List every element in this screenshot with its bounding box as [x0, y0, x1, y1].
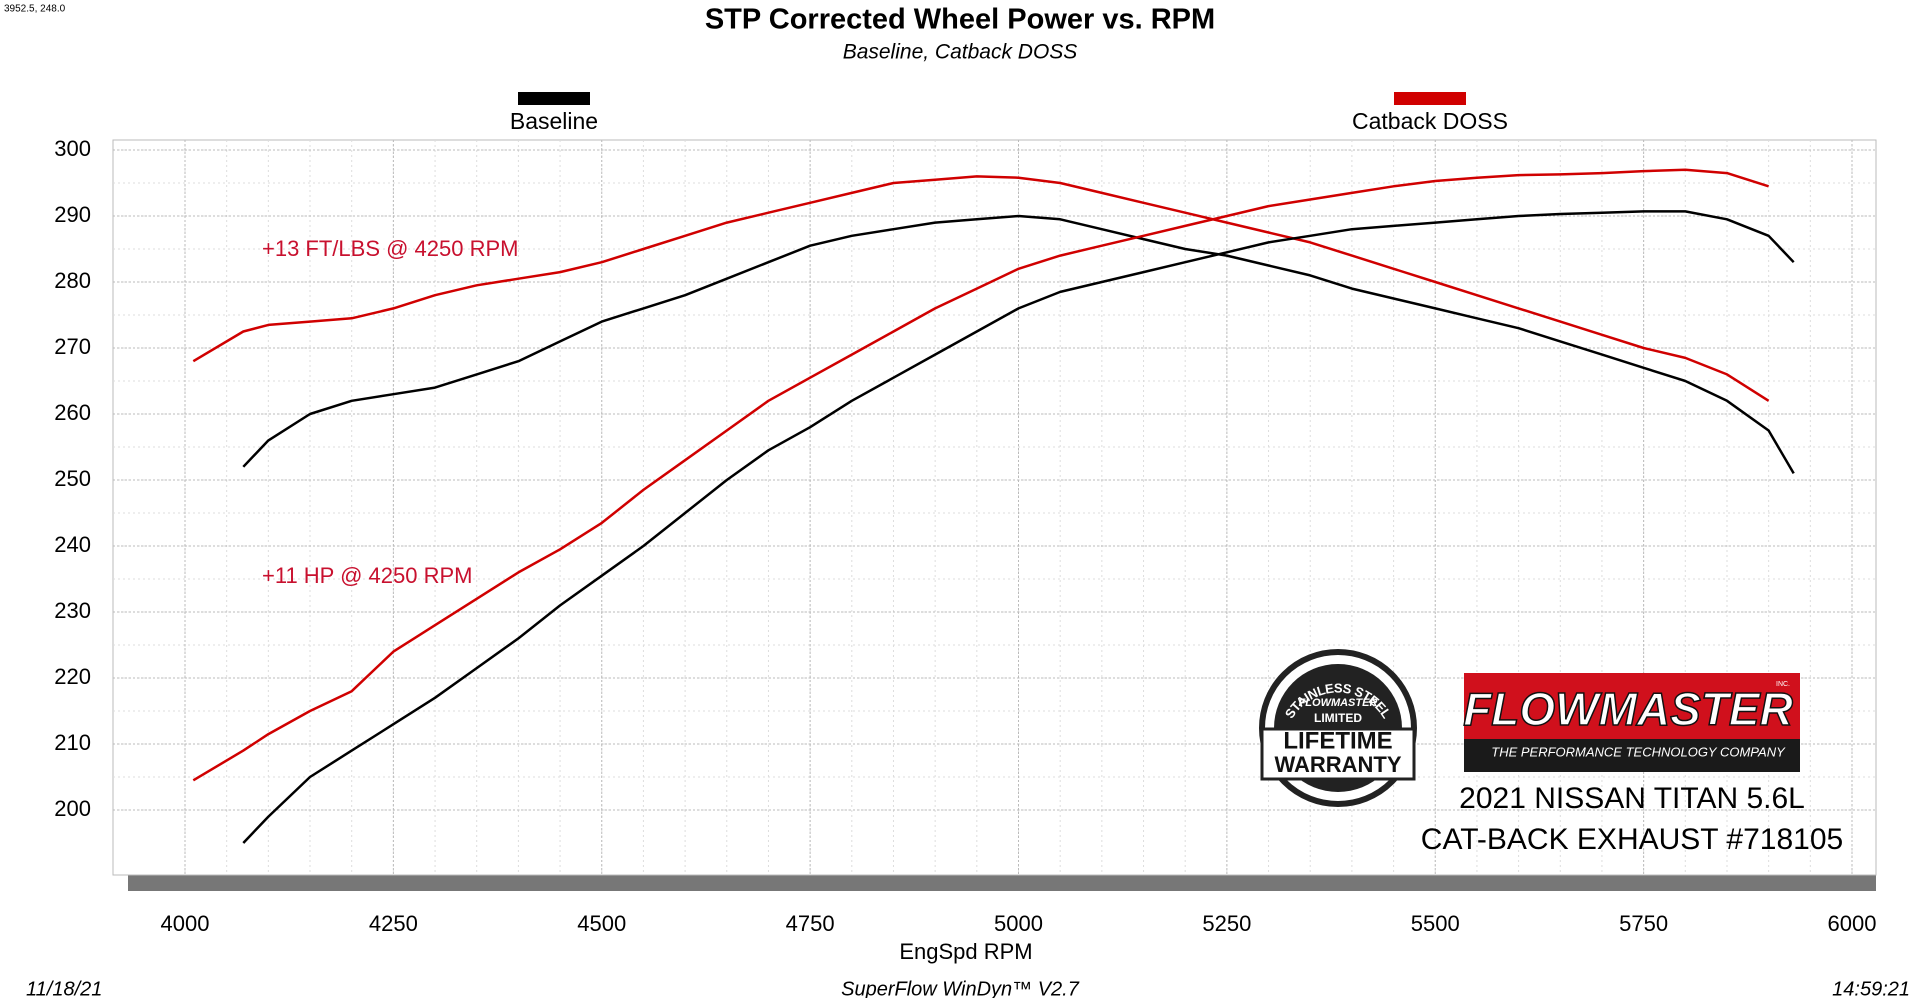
footer-software: SuperFlow WinDyn™ V2.7 [841, 978, 1080, 998]
y-tick-label: 230 [54, 598, 91, 623]
readout: 3952.5, 248.0 [4, 4, 66, 15]
lines [192, 168, 1795, 844]
x-tick-label: 4500 [577, 911, 626, 936]
product: CAT-BACK EXHAUST #718105 [1421, 823, 1843, 856]
logo-red [1464, 673, 1800, 739]
legend-swatch [518, 92, 590, 105]
x-tick-label: 5250 [1202, 911, 1251, 936]
footer-time: 14:59:21 [1832, 978, 1910, 998]
x-tick-label: 4250 [369, 911, 418, 936]
y-tick-label: 220 [54, 664, 91, 689]
legend: Baseline Catback DOSS [510, 92, 1508, 134]
x-axis: 4000 4250 4500 4750 5000 5250 5500 5750 6000 [161, 911, 1877, 936]
y-axis: 200 210 220 230 240 250 260 270 280 290 300 [54, 136, 91, 821]
y-tick-label: 200 [54, 796, 91, 821]
legend-label: Baseline [510, 108, 598, 134]
chart-subtitle: Baseline, Catback DOSS [843, 41, 1078, 64]
chart-title: STP Corrected Wheel Power vs. RPM [705, 4, 1215, 36]
x-tick-label: 5750 [1619, 911, 1668, 936]
legend-label: Catback DOSS [1352, 108, 1508, 134]
warranty-badge: STAINLESS STEEL FLOWMASTER LIMITED LIFET… [1259, 649, 1417, 807]
y-tick-label: 300 [54, 136, 91, 161]
footer-date: 11/18/21 [26, 978, 102, 998]
x-tick-label: 4750 [786, 911, 835, 936]
series-line [242, 210, 1795, 844]
legend-swatch [1394, 92, 1466, 105]
x-axis-label: EngSpd RPM [899, 939, 1032, 964]
x-tick-label: 5000 [994, 911, 1043, 936]
x-tick-label: 4000 [161, 911, 210, 936]
series-line [192, 175, 1770, 402]
grid [113, 140, 1876, 875]
series-line [192, 168, 1769, 782]
y-tick-label: 240 [54, 532, 91, 557]
x-tick-label: 5500 [1411, 911, 1460, 936]
y-tick-label: 290 [54, 202, 91, 227]
logo-tagline: THE PERFORMANCE TECHNOLOGY COMPANY [1491, 744, 1786, 759]
y-tick-label: 210 [54, 730, 91, 755]
annotation: +11 HP @ 4250 RPM [262, 563, 472, 588]
annotation: +13 FT/LBS @ 4250 RPM [262, 236, 519, 261]
y-tick-label: 270 [54, 334, 91, 359]
logo-inc: INC. [1776, 681, 1790, 688]
badge-mid: LIMITED [1314, 711, 1362, 725]
badge-line2: WARRANTY [1274, 752, 1401, 777]
flowmaster-logo: FLOWMASTER INC. THE PERFORMANCE TECHNOLO… [1462, 673, 1800, 772]
series-line [242, 214, 1795, 475]
logo-brand: FLOWMASTER [1463, 683, 1793, 735]
badge-brand: FLOWMASTER [1299, 697, 1378, 709]
vehicle: 2021 NISSAN TITAN 5.6L [1459, 782, 1805, 815]
y-tick-label: 280 [54, 268, 91, 293]
y-tick-label: 250 [54, 466, 91, 491]
badge-line1: LIFETIME [1283, 727, 1392, 754]
y-tick-label: 260 [54, 400, 91, 425]
x-tick-label: 6000 [1828, 911, 1877, 936]
badge-banner [1260, 727, 1416, 781]
